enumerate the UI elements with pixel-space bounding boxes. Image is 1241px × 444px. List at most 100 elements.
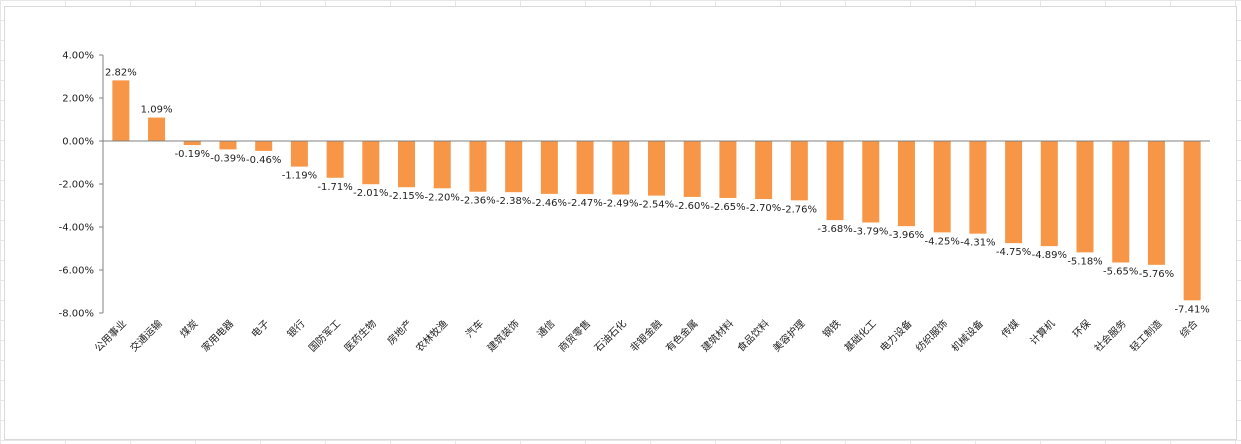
- bar: [112, 80, 130, 141]
- data-label: -5.18%: [1067, 256, 1102, 267]
- bar: [612, 141, 630, 195]
- data-label: 1.09%: [141, 105, 173, 116]
- y-tick-label: -8.00%: [59, 309, 94, 320]
- category-label: 农林牧渔: [413, 317, 450, 354]
- data-label: -2.70%: [746, 203, 781, 214]
- category-label: 美容护理: [770, 317, 807, 354]
- category-label: 轻工制造: [1127, 317, 1164, 354]
- category-label: 基础化工: [841, 317, 878, 354]
- data-label: -3.96%: [889, 230, 924, 241]
- category-label: 公用事业: [91, 317, 128, 354]
- data-label: -3.79%: [853, 226, 888, 237]
- category-label: 煤炭: [177, 317, 200, 340]
- category-label: 钢铁: [820, 317, 843, 340]
- category-label: 银行: [284, 317, 307, 340]
- y-tick-label: -6.00%: [59, 266, 94, 277]
- bar: [897, 141, 915, 227]
- data-label: -2.36%: [460, 196, 495, 207]
- data-label: -2.15%: [389, 191, 424, 202]
- category-label: 建筑装饰: [484, 317, 521, 354]
- data-label: -2.76%: [782, 204, 817, 215]
- category-label: 综合: [1177, 317, 1200, 340]
- bar: [148, 117, 166, 141]
- category-label: 建筑材料: [699, 317, 736, 354]
- bar: [255, 141, 273, 151]
- bar: [1183, 141, 1201, 301]
- bar: [790, 141, 808, 201]
- y-tick-label: -4.00%: [59, 223, 94, 234]
- data-label: 2.82%: [105, 67, 137, 78]
- data-label: -2.46%: [532, 198, 567, 209]
- data-label: -2.01%: [353, 188, 388, 199]
- bar: [969, 141, 987, 234]
- category-label: 环保: [1070, 317, 1093, 340]
- bar: [469, 141, 487, 192]
- bar: [1076, 141, 1094, 253]
- bar: [433, 141, 451, 189]
- data-label: -2.49%: [603, 199, 638, 210]
- data-label: -4.25%: [924, 236, 959, 247]
- y-tick-label: 4.00%: [62, 51, 94, 62]
- y-tick-label: 0.00%: [62, 137, 94, 148]
- bar: [505, 141, 523, 193]
- data-label: -3.68%: [817, 224, 852, 235]
- category-label: 食品饮料: [734, 317, 771, 354]
- data-label: -1.71%: [317, 182, 352, 193]
- chart-area[interactable]: [4, 6, 1237, 440]
- category-label: 传媒: [999, 318, 1022, 341]
- category-label: 机械设备: [949, 317, 986, 354]
- category-label: 通信: [535, 318, 558, 341]
- bar: [290, 141, 308, 167]
- data-label: -4.31%: [960, 238, 995, 249]
- category-label: 纺织服饰: [913, 317, 950, 354]
- data-label: -5.65%: [1103, 266, 1138, 277]
- data-label: -2.54%: [639, 200, 674, 211]
- bar: [648, 141, 665, 196]
- data-label: -4.89%: [1032, 250, 1067, 261]
- data-label: -2.65%: [710, 202, 745, 213]
- category-label: 石油石化: [591, 317, 628, 354]
- data-label: -4.75%: [996, 247, 1031, 258]
- bar: [755, 141, 773, 200]
- category-label: 国防军工: [306, 317, 343, 354]
- data-label: -5.76%: [1139, 269, 1174, 280]
- bar: [1040, 141, 1058, 247]
- data-label: -2.38%: [496, 196, 531, 207]
- category-label: 社会服务: [1091, 317, 1128, 354]
- y-tick-label: -2.00%: [59, 180, 94, 191]
- data-label: -2.20%: [425, 192, 460, 203]
- bar: [398, 141, 416, 188]
- bar: [826, 141, 844, 221]
- bar: [1005, 141, 1023, 244]
- category-label: 家用电器: [199, 317, 236, 354]
- category-label: 电力设备: [877, 317, 914, 354]
- category-label: 汽车: [463, 317, 486, 340]
- bar: [362, 141, 380, 185]
- category-label: 交通运输: [127, 317, 164, 354]
- bar: [540, 141, 558, 194]
- bar: [1147, 141, 1165, 265]
- category-label: 非银金融: [627, 317, 664, 354]
- bar: [576, 141, 594, 195]
- bar: [719, 141, 737, 198]
- data-label: -0.46%: [246, 155, 281, 166]
- bar: [183, 141, 201, 146]
- data-label: -1.19%: [282, 171, 317, 182]
- category-label: 电子: [248, 317, 271, 340]
- bar: [683, 141, 701, 197]
- data-label: -2.47%: [567, 198, 602, 209]
- category-label: 有色金属: [663, 317, 700, 354]
- category-label: 计算机: [1027, 317, 1057, 347]
- data-label: -0.19%: [175, 149, 210, 160]
- bar: [219, 141, 237, 150]
- bar: [862, 141, 880, 223]
- data-label: -7.41%: [1174, 304, 1209, 315]
- bar: [933, 141, 951, 233]
- data-label: -0.39%: [210, 153, 245, 164]
- category-label: 商贸零售: [556, 317, 593, 354]
- y-tick-label: 2.00%: [62, 94, 94, 105]
- bar: [1112, 141, 1130, 263]
- category-label: 医药生物: [341, 317, 378, 354]
- bar: [326, 141, 344, 178]
